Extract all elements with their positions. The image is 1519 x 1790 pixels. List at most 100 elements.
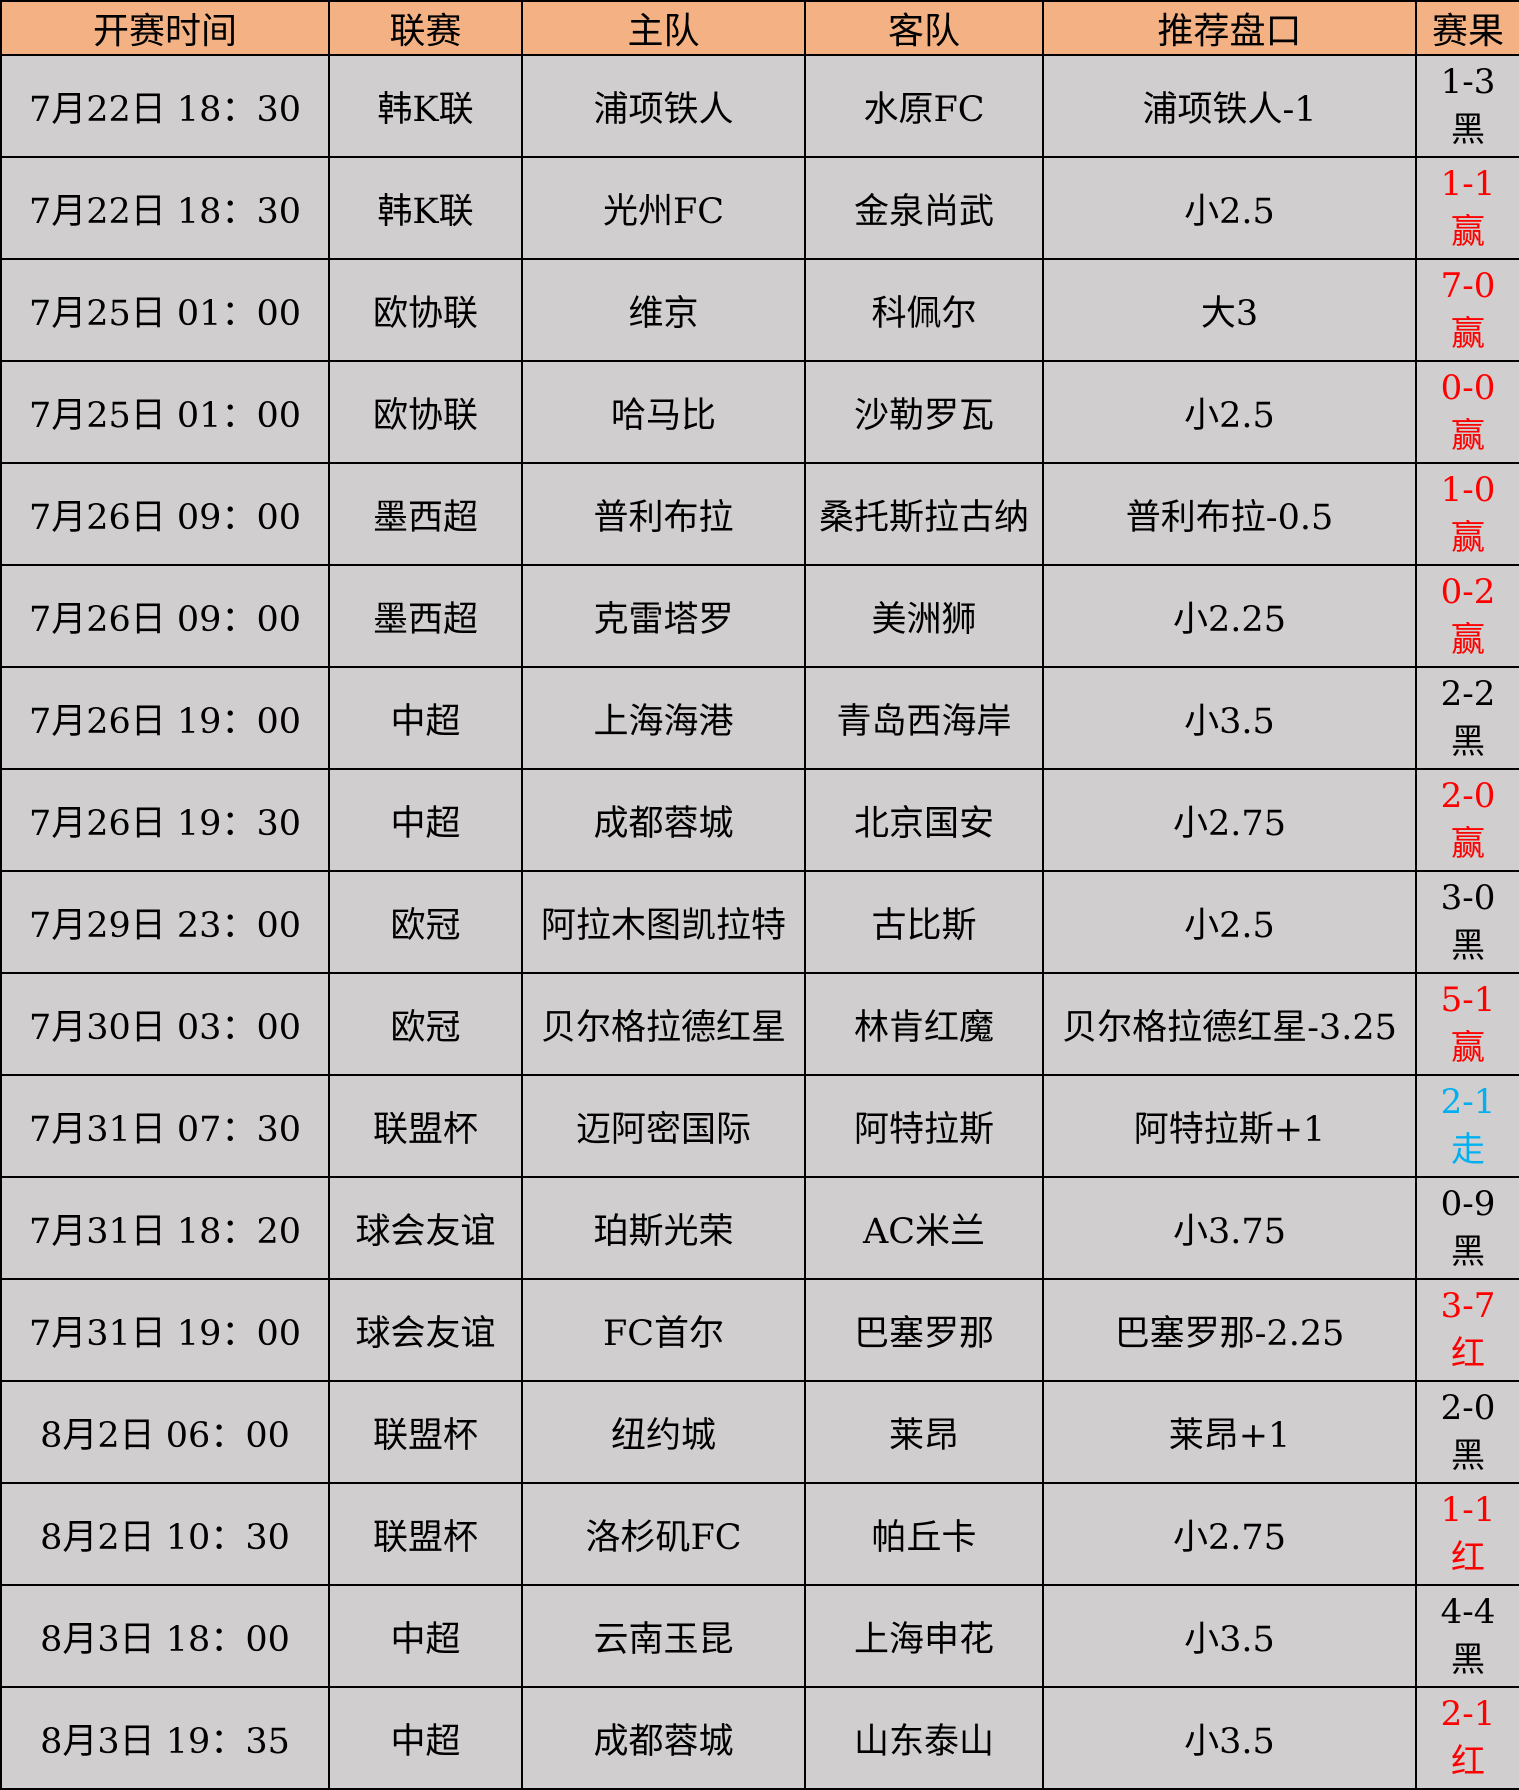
league-cell: 球会友谊 [328,1278,523,1382]
result-label: 赢 [1451,518,1485,558]
time-cell: 7月30日 03：00 [0,972,330,1076]
home-team-cell: 阿拉木图凯拉特 [521,870,806,974]
pick-cell: 浦项铁人-1 [1042,54,1417,158]
result-label: 赢 [1451,620,1485,660]
table-row: 7月26日 09：00 墨西超 普利布拉 桑托斯拉古纳 普利布拉-0.5 1-0 赢 [0,462,1519,566]
table-row: 8月2日 10：30 联盟杯 洛杉矶FC 帕丘卡 小2.75 1-1 红 [0,1482,1519,1586]
pick-cell: 小3.75 [1042,1176,1417,1280]
table-row: 8月3日 18：00 中超 云南玉昆 上海申花 小3.5 4-4 黑 [0,1584,1519,1688]
score: 0-9 [1440,1184,1496,1224]
result-label: 黑 [1451,722,1485,762]
score: 2-0 [1440,776,1496,816]
away-team-cell: 帕丘卡 [804,1482,1044,1586]
table-row: 7月25日 01：00 欧协联 维京 科佩尔 大3 7-0 赢 [0,258,1519,362]
time-cell: 7月25日 01：00 [0,360,330,464]
time-cell: 7月22日 18：30 [0,156,330,260]
result-cell: 0-9 黑 [1415,1176,1519,1280]
header-row: 开赛时间 联赛 主队 客队 推荐盘口 赛果 [0,0,1519,56]
home-team-cell: 浦项铁人 [521,54,806,158]
table-row: 7月29日 23：00 欧冠 阿拉木图凯拉特 古比斯 小2.5 3-0 黑 [0,870,1519,974]
result-cell: 2-1 红 [1415,1686,1519,1790]
home-team-cell: 纽约城 [521,1380,806,1484]
header-away: 客队 [804,0,1044,56]
pick-cell: 小3.5 [1042,1584,1417,1688]
pick-cell: 巴塞罗那-2.25 [1042,1278,1417,1382]
result-label: 红 [1451,1538,1485,1578]
home-team-cell: 哈马比 [521,360,806,464]
result-label: 赢 [1451,824,1485,864]
result-cell: 7-0 赢 [1415,258,1519,362]
away-team-cell: 科佩尔 [804,258,1044,362]
league-cell: 墨西超 [328,564,523,668]
result-cell: 2-0 黑 [1415,1380,1519,1484]
home-team-cell: 普利布拉 [521,462,806,566]
home-team-cell: 克雷塔罗 [521,564,806,668]
score: 7-0 [1440,266,1496,306]
table-row: 7月25日 01：00 欧协联 哈马比 沙勒罗瓦 小2.5 0-0 赢 [0,360,1519,464]
score: 2-2 [1440,674,1496,714]
result-cell: 2-2 黑 [1415,666,1519,770]
time-cell: 7月31日 19：00 [0,1278,330,1382]
score: 1-0 [1440,470,1496,510]
away-team-cell: 莱昂 [804,1380,1044,1484]
time-cell: 7月26日 09：00 [0,462,330,566]
time-cell: 7月26日 19：00 [0,666,330,770]
home-team-cell: FC首尔 [521,1278,806,1382]
score: 3-0 [1440,878,1496,918]
result-label: 赢 [1451,1028,1485,1068]
away-team-cell: 桑托斯拉古纳 [804,462,1044,566]
home-team-cell: 洛杉矶FC [521,1482,806,1586]
away-team-cell: 阿特拉斯 [804,1074,1044,1178]
header-home: 主队 [521,0,806,56]
result-cell: 2-1 走 [1415,1074,1519,1178]
time-cell: 8月2日 10：30 [0,1482,330,1586]
time-cell: 7月26日 19：30 [0,768,330,872]
header-time: 开赛时间 [0,0,330,56]
league-cell: 球会友谊 [328,1176,523,1280]
header-result: 赛果 [1415,0,1519,56]
home-team-cell: 迈阿密国际 [521,1074,806,1178]
result-label: 红 [1451,1742,1485,1782]
header-league: 联赛 [328,0,523,56]
home-team-cell: 上海海港 [521,666,806,770]
pick-cell: 小2.25 [1042,564,1417,668]
result-label: 黑 [1451,110,1485,150]
league-cell: 中超 [328,666,523,770]
league-cell: 欧协联 [328,258,523,362]
time-cell: 7月22日 18：30 [0,54,330,158]
result-label: 赢 [1451,416,1485,456]
score: 3-7 [1440,1286,1496,1326]
time-cell: 8月2日 06：00 [0,1380,330,1484]
home-team-cell: 成都蓉城 [521,768,806,872]
league-cell: 欧冠 [328,972,523,1076]
result-label: 红 [1451,1334,1485,1374]
away-team-cell: 巴塞罗那 [804,1278,1044,1382]
table-row: 8月3日 19：35 中超 成都蓉城 山东泰山 小3.5 2-1 红 [0,1686,1519,1790]
result-cell: 3-0 黑 [1415,870,1519,974]
result-cell: 5-1 赢 [1415,972,1519,1076]
header-pick: 推荐盘口 [1042,0,1417,56]
result-cell: 3-7 红 [1415,1278,1519,1382]
time-cell: 7月31日 18：20 [0,1176,330,1280]
league-cell: 欧冠 [328,870,523,974]
away-team-cell: 金泉尚武 [804,156,1044,260]
away-team-cell: AC米兰 [804,1176,1044,1280]
table-row: 7月31日 07：30 联盟杯 迈阿密国际 阿特拉斯 阿特拉斯+1 2-1 走 [0,1074,1519,1178]
pick-cell: 莱昂+1 [1042,1380,1417,1484]
result-label: 走 [1451,1130,1485,1170]
league-cell: 中超 [328,1686,523,1790]
away-team-cell: 山东泰山 [804,1686,1044,1790]
table-row: 7月22日 18：30 韩K联 光州FC 金泉尚武 小2.5 1-1 赢 [0,156,1519,260]
table-row: 7月26日 19：30 中超 成都蓉城 北京国安 小2.75 2-0 赢 [0,768,1519,872]
table-row: 7月26日 19：00 中超 上海海港 青岛西海岸 小3.5 2-2 黑 [0,666,1519,770]
result-label: 黑 [1451,1436,1485,1476]
score: 1-1 [1440,164,1496,204]
home-team-cell: 珀斯光荣 [521,1176,806,1280]
time-cell: 7月26日 09：00 [0,564,330,668]
score: 2-1 [1440,1694,1496,1734]
score: 0-0 [1440,368,1496,408]
league-cell: 韩K联 [328,54,523,158]
result-cell: 0-2 赢 [1415,564,1519,668]
pick-cell: 贝尔格拉德红星-3.25 [1042,972,1417,1076]
